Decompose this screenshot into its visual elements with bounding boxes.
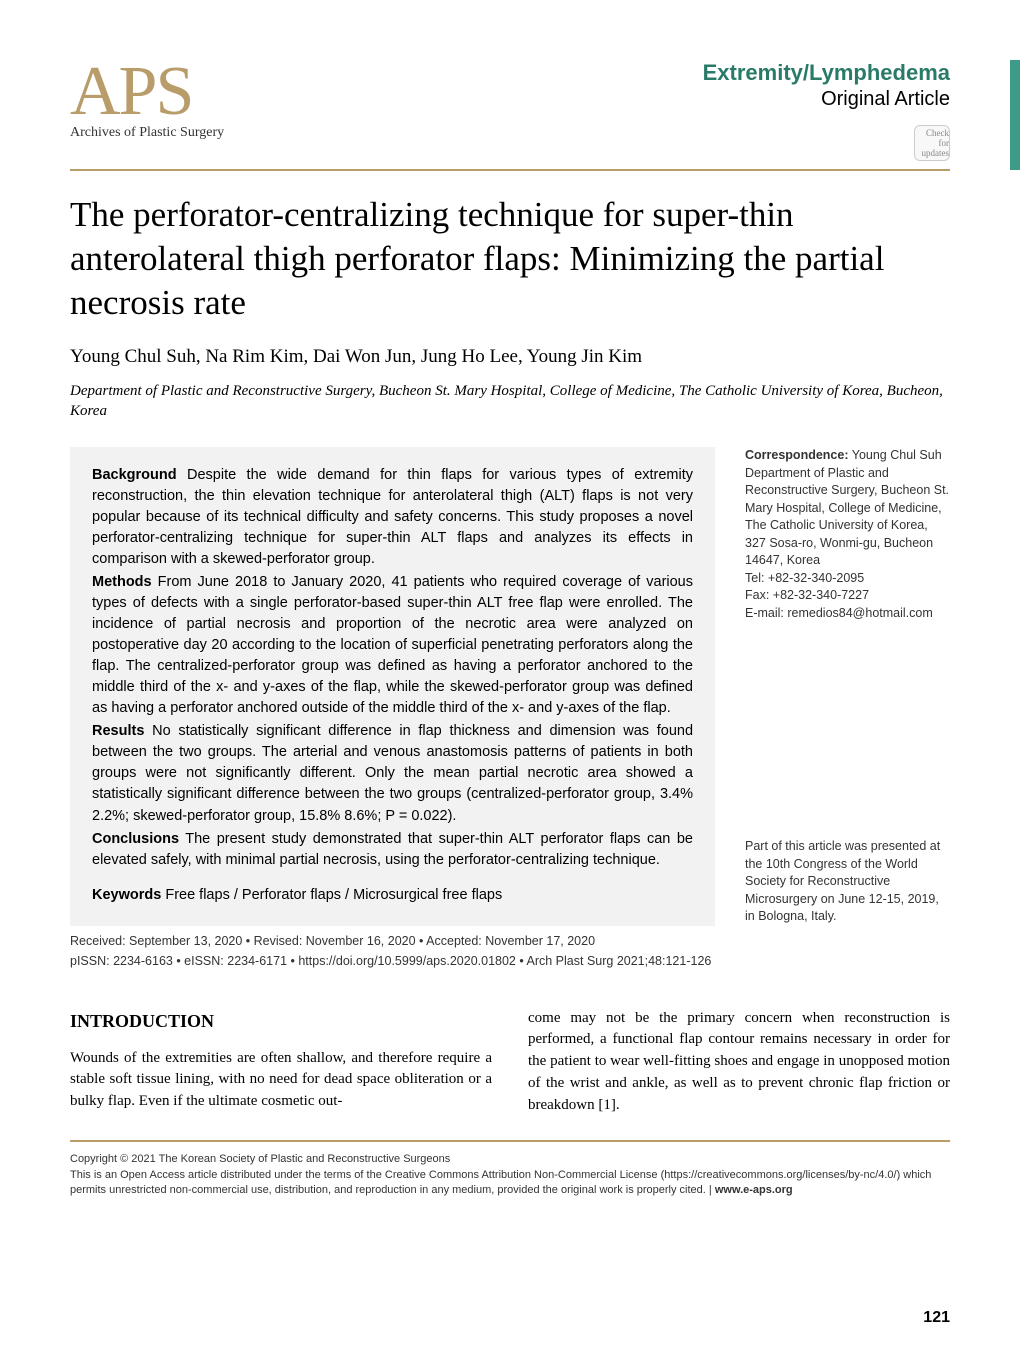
abstract-keywords: Keywords Free flaps / Perforator flaps /…: [92, 885, 693, 906]
authors: Young Chul Suh, Na Rim Kim, Dai Won Jun,…: [70, 346, 950, 368]
article-type: Original Article: [703, 88, 950, 111]
abstract-results: Results No statistically significant dif…: [92, 721, 693, 826]
copyright-text: Copyright © 2021 The Korean Society of P…: [70, 1152, 950, 1167]
results-label: Results: [92, 723, 144, 739]
methods-label: Methods: [92, 574, 152, 590]
correspondence-name: Young Chul Suh: [852, 448, 942, 462]
check-updates-text: Check for updates: [915, 128, 949, 158]
journal-logo: APS: [70, 60, 192, 123]
correspondence-fax: Fax: +82-32-340-7227: [745, 587, 950, 605]
correspondence-block: Correspondence: Young Chul Suh Departmen…: [745, 447, 950, 925]
side-color-bar: [1010, 60, 1020, 170]
correspondence-label: Correspondence:: [745, 448, 849, 462]
license-line: This is an Open Access article distribut…: [70, 1168, 950, 1199]
background-text: Despite the wide demand for thin flaps f…: [92, 467, 693, 567]
abstract-conclusions: Conclusions The present study demonstrat…: [92, 829, 693, 871]
header: APS Archives of Plastic Surgery Extremit…: [70, 60, 950, 161]
license-text: This is an Open Access article distribut…: [70, 1169, 931, 1196]
results-text: No statistically significant difference …: [92, 723, 693, 823]
page-number: 121: [923, 1309, 950, 1327]
journal-name: Archives of Plastic Surgery: [70, 125, 224, 141]
category-block: Extremity/Lymphedema Original Article Ch…: [703, 60, 950, 161]
keywords-text: Free flaps / Perforator flaps / Microsur…: [165, 887, 502, 903]
header-rule: [70, 169, 950, 171]
conclusions-label: Conclusions: [92, 831, 179, 847]
affiliation: Department of Plastic and Reconstructive…: [70, 382, 950, 421]
article-title: The perforator-centralizing technique fo…: [70, 193, 950, 324]
intro-col-right: come may not be the primary concern when…: [528, 1008, 950, 1117]
correspondence-tel: Tel: +82-32-340-2095: [745, 570, 950, 588]
issn-line: pISSN: 2234-6163 • eISSN: 2234-6171 • ht…: [70, 954, 950, 968]
check-updates-badge[interactable]: Check for updates: [914, 125, 950, 161]
received-line: Received: September 13, 2020 • Revised: …: [70, 934, 950, 948]
background-label: Background: [92, 467, 177, 483]
correspondence-address: Department of Plastic and Reconstructive…: [745, 465, 950, 570]
intro-heading: INTRODUCTION: [70, 1008, 492, 1034]
intro-text-left: Wounds of the extremities are often shal…: [70, 1048, 492, 1113]
correspondence-email: E-mail: remedios84@hotmail.com: [745, 605, 950, 623]
category-label: Extremity/Lymphedema: [703, 60, 950, 86]
methods-text: From June 2018 to January 2020, 41 patie…: [92, 574, 693, 716]
intro-text-right: come may not be the primary concern when…: [528, 1008, 950, 1117]
correspondence-top: Correspondence: Young Chul Suh Departmen…: [745, 447, 950, 622]
keywords-label: Keywords: [92, 887, 161, 903]
site-url[interactable]: www.e-aps.org: [715, 1184, 793, 1196]
abstract-background: Background Despite the wide demand for t…: [92, 465, 693, 570]
footer-rule: [70, 1140, 950, 1142]
abstract-row: Background Despite the wide demand for t…: [70, 447, 950, 925]
copyright-block: Copyright © 2021 The Korean Society of P…: [70, 1152, 950, 1198]
logo-block: APS Archives of Plastic Surgery: [70, 60, 224, 141]
intro-col-left: INTRODUCTION Wounds of the extremities a…: [70, 1008, 492, 1117]
abstract-box: Background Despite the wide demand for t…: [70, 447, 715, 925]
conclusions-text: The present study demonstrated that supe…: [92, 831, 693, 868]
abstract-methods: Methods From June 2018 to January 2020, …: [92, 572, 693, 719]
intro-section: INTRODUCTION Wounds of the extremities a…: [70, 1008, 950, 1117]
presented-note: Part of this article was presented at th…: [745, 838, 950, 926]
